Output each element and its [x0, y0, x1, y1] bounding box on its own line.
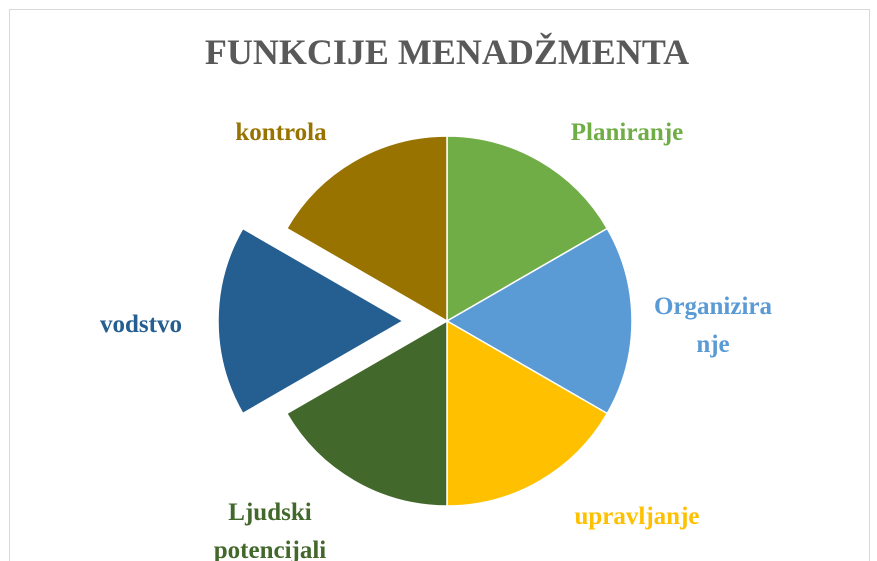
- slice-label: Organiziranje: [653, 293, 773, 358]
- slice-label: upravljanje: [574, 503, 700, 530]
- slice-label: Ljudski potencijali: [213, 499, 327, 561]
- chart-title: FUNKCIJE MENADŽMENTA: [204, 32, 690, 72]
- pie-slice: [285, 319, 448, 507]
- slice-label: kontrola: [235, 119, 327, 146]
- pie-slice: [445, 227, 633, 415]
- slice-label: vodstvo: [100, 311, 182, 338]
- pie-slice: [446, 135, 609, 323]
- slice-label: Planiranje: [570, 119, 684, 146]
- pie-slice: [217, 227, 405, 415]
- chart-frame: [9, 9, 870, 561]
- pie-slice: [446, 319, 609, 507]
- pie-slice: [285, 135, 448, 323]
